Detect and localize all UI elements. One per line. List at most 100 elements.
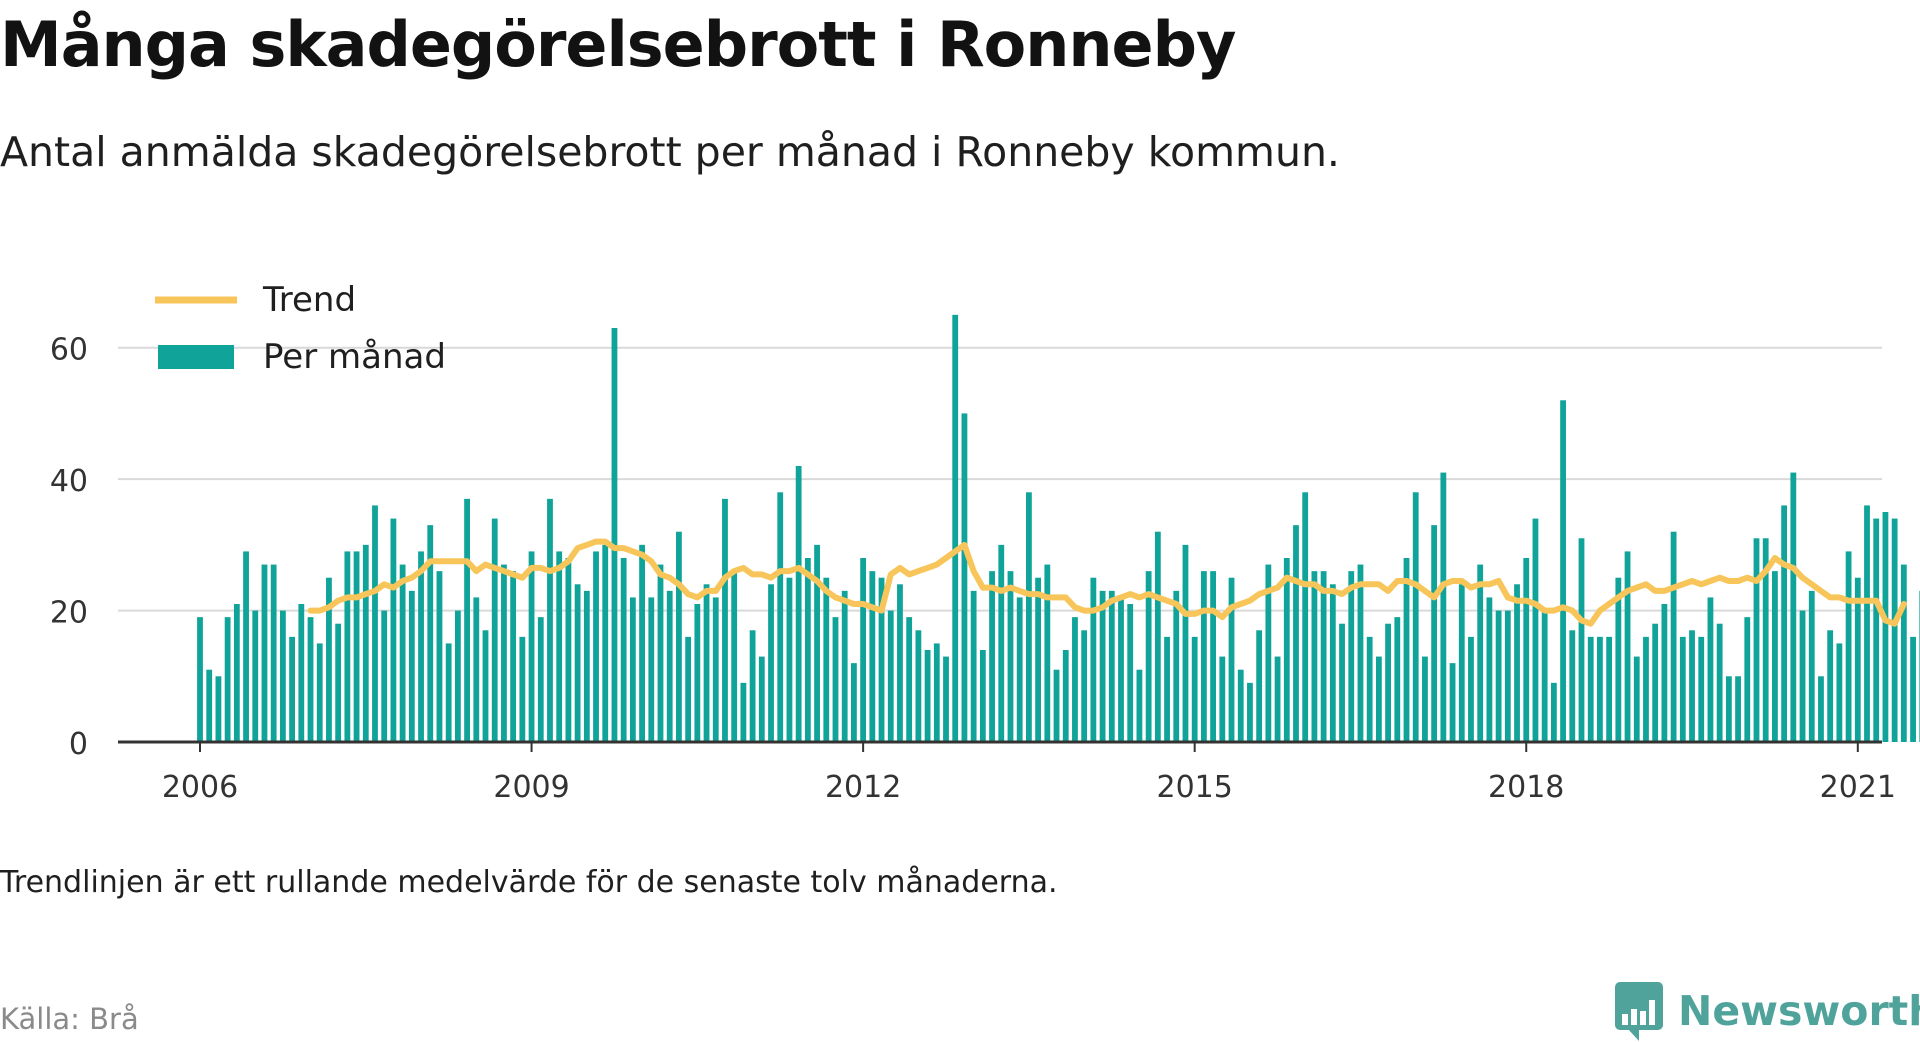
bar [418,551,424,742]
bar [1827,630,1834,742]
trend-line-layer [307,538,1907,627]
bar [758,656,765,742]
bar [989,571,995,742]
bar [261,564,268,742]
bar [1016,597,1023,742]
bar [1191,636,1198,742]
bar [933,643,940,742]
bar [1375,656,1382,742]
bar [1550,682,1557,742]
bar [583,590,590,742]
bar [602,544,609,742]
bar [224,617,231,742]
bar [620,558,627,742]
bar [841,590,848,742]
bars [197,314,1920,742]
bar [1643,636,1649,742]
bar [1514,584,1520,742]
bar [1357,564,1364,742]
bar [473,597,480,742]
bar [832,617,839,742]
bar [1228,577,1235,742]
bar [1422,656,1428,742]
bar [436,571,443,742]
legend-trend-label: Trend [262,280,356,320]
bar [1873,518,1880,742]
bar [786,577,793,742]
bar [556,551,563,742]
bar [1587,636,1594,742]
footnote: Trendlinjen är ett rullande medelvärde f… [0,865,1058,900]
bar [298,604,305,742]
bar [362,544,369,742]
bar [1486,597,1493,742]
bar-chart: 02040602006200920122015201820212023 Tren… [50,280,1920,805]
bar [694,604,701,742]
bar [878,577,885,742]
bar [1725,676,1732,742]
bar [279,610,286,742]
bar [1753,538,1760,742]
bar [482,630,489,742]
bar [1127,604,1134,742]
bar [289,636,295,742]
bar [537,617,544,742]
bar [676,531,682,742]
bar [851,663,857,742]
bar [206,669,213,742]
bar [574,584,581,742]
bar [1661,604,1668,742]
bar [381,610,388,742]
bar [510,571,517,742]
bar [1808,590,1815,742]
bar [547,498,553,742]
bar [1320,571,1327,742]
bar [731,571,738,742]
bar [1394,617,1401,742]
bar [326,577,332,742]
bar [335,623,342,742]
bar [639,544,645,742]
bar [316,643,323,742]
bar [1293,525,1299,742]
bar [1689,630,1695,742]
bar [1302,492,1309,742]
legend-bars-swatch [158,345,234,369]
bar [1164,636,1170,742]
bar [887,610,894,742]
bar [1854,577,1861,742]
bar [1219,656,1226,742]
bar [593,551,599,742]
bar [197,617,203,742]
bar [1670,531,1677,742]
bar [943,656,949,742]
newsworthy-logo-icon [1615,982,1663,1041]
bar [501,564,507,742]
bar [823,577,830,742]
bar [1329,584,1336,742]
bar [1283,558,1290,742]
bar [1477,564,1484,742]
bar [869,571,876,742]
bar [768,584,774,742]
bar [1679,636,1686,742]
bar [629,597,636,742]
bar [445,643,452,742]
bar [1339,623,1345,742]
bar [1735,676,1741,742]
bar [1154,531,1161,742]
y-tick-label: 0 [69,727,88,762]
bar [270,564,277,742]
bar [233,604,240,742]
bar [1698,636,1705,742]
brand-logo: Newsworthy [1614,980,1920,1042]
bar [1412,492,1419,742]
bar [1366,636,1373,742]
x-tick-label: 2018 [1488,770,1564,805]
bar [1910,636,1916,742]
x-tick-label: 2012 [825,770,901,805]
bar [1007,571,1014,742]
bar [685,636,692,742]
bar [979,650,986,742]
bar [1081,630,1088,742]
